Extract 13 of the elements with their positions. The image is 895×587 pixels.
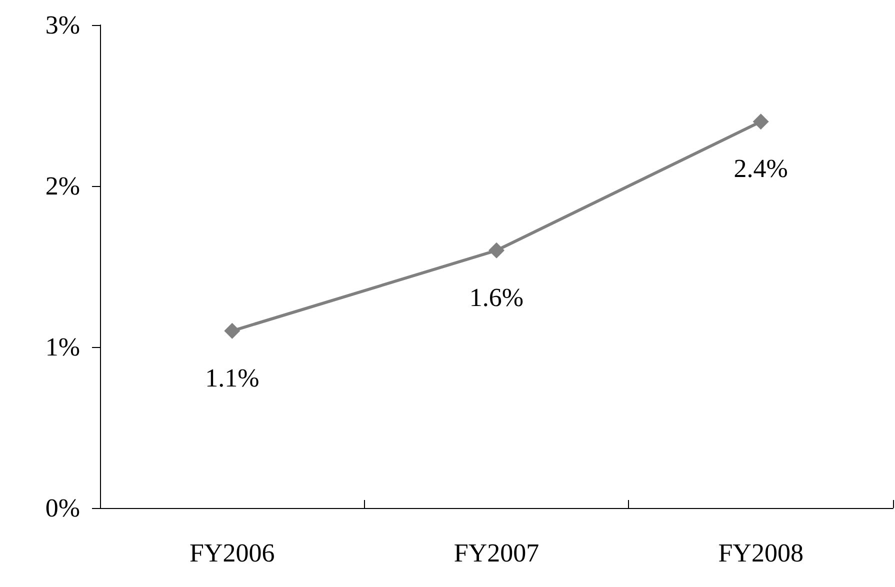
data-label: 1.1% <box>205 363 260 392</box>
data-label: 2.4% <box>734 154 788 184</box>
y-tick-label: 3% <box>45 10 80 40</box>
y-tick-label: 0% <box>45 494 80 522</box>
y-tick-label: 1% <box>45 332 80 362</box>
x-tick-label: FY2007 <box>454 538 540 568</box>
x-tick-label: FY2008 <box>718 538 804 568</box>
point <box>488 242 504 258</box>
x-tick-label: FY2006 <box>190 538 275 568</box>
point <box>752 114 769 130</box>
y-tick-label: 2% <box>45 172 80 200</box>
point <box>224 322 240 339</box>
data-label: 1.6% <box>469 282 524 312</box>
